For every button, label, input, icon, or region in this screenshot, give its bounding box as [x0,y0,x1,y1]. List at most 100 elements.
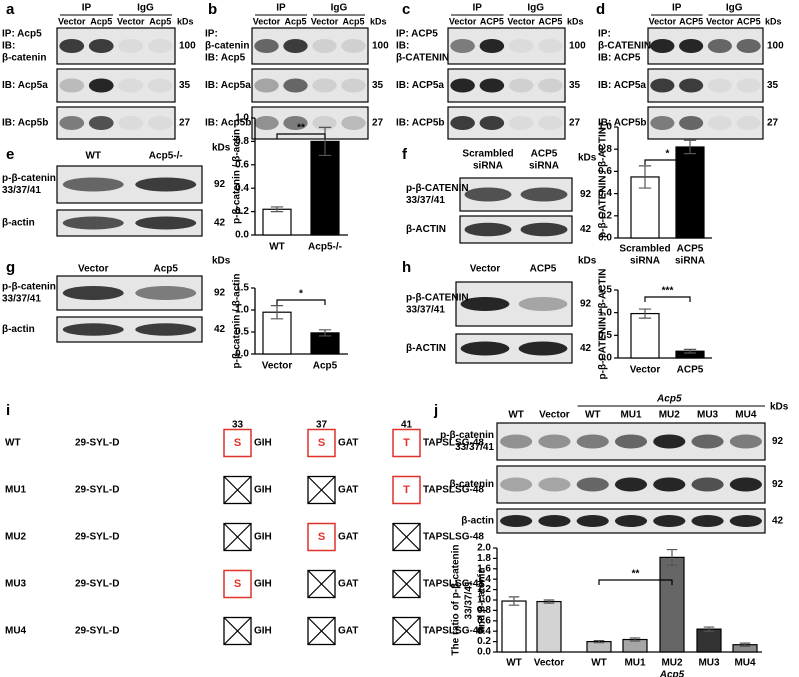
kds-label: kDs [567,16,584,26]
lane-label: Scrambled [462,149,513,160]
mutated-box [392,522,421,552]
x-tick-label: Scrambled [619,244,670,255]
sequence-link: GIH [254,532,272,543]
x-tick-label: WT [506,658,522,669]
y-tick-label: 1.5 [598,285,612,296]
kda-label: 27 [569,118,581,129]
panel-letter: c [402,1,410,18]
kda-label: 35 [179,80,191,91]
sequence-link: GAT [338,579,358,590]
kda-label: 42 [580,224,592,235]
igg-header: IgG [331,3,348,14]
row-label: IB: [396,41,409,52]
row-label: IB: Acp5b [2,118,48,129]
row-label: IB: Acp5 [205,53,246,64]
lane-label: Vector [470,264,501,275]
lane-label: MU2 [659,410,681,421]
kda-label: 100 [179,41,196,52]
y-tick-label: 0.0 [477,647,491,658]
band [479,78,505,93]
kds-label: kDs [578,256,597,267]
band [312,39,337,53]
bar [262,208,292,236]
y-tick-label: 2.0 [477,543,491,554]
row-label: β-catenin [2,53,46,64]
site-box [307,428,336,458]
kda-label: 42 [772,516,784,527]
lane-label: ACP5 [538,16,562,26]
band [653,515,686,527]
error-bar [683,348,697,354]
y-tick-label: 0.0 [235,230,249,241]
error-bar [318,126,332,157]
lane-label: Vector [58,16,86,26]
lane-label: Acp5 [149,16,171,26]
y-tick-label: 1.0 [235,113,249,124]
error-bar [638,308,652,319]
y-tick-label: 0.4 [477,626,491,637]
x-tick-label: MU3 [698,658,720,669]
error-bar [629,637,641,642]
sequence-link: GAT [338,438,358,449]
sequence-suffix: TAPSLSG-48 [423,626,484,637]
row-label: β-CATENIN [396,53,449,64]
error-bar [543,599,555,604]
y-tick-label: 1.2 [477,584,491,595]
band [691,434,724,449]
y-axis-label: 33/37/41 [464,580,475,619]
sequence-link: GIH [254,579,272,590]
row-label: p-β-catenin [2,282,56,293]
lane-label: Vector [706,16,734,26]
kda-label: 42 [214,218,226,229]
y-tick-label: 0.6 [235,159,249,170]
row-label: IB: Acp5a [205,80,251,91]
sequence-link: GAT [338,626,358,637]
ip-header: IP [672,3,682,14]
lane-label: WT [508,410,524,421]
site-residue: S [318,437,325,449]
band [118,39,144,53]
y-tick-label: 1.4 [477,574,491,585]
kds-label: kDs [212,256,231,267]
lane-label: ACP5 [679,16,703,26]
site-position: 41 [401,420,413,431]
row-label: β-ACTIN [406,224,446,235]
row-label: IP: Acp5 [2,29,42,40]
band [341,39,366,53]
site-residue: S [234,437,241,449]
y-tick-label: 0.0 [235,349,249,360]
x-tick-label: Vector [262,361,293,372]
lane-label: Acp5 [90,16,112,26]
mutant-name: MU2 [5,532,27,543]
x-tick-label: Vector [534,658,565,669]
row-label: 33/37/41 [406,305,445,316]
band [500,515,533,527]
row-label: 33/37/41 [2,294,41,305]
bar [630,312,660,359]
site-residue: T [403,484,410,496]
band [729,477,762,492]
row-label: β-actin [2,218,35,229]
row-label: IP: [205,29,218,40]
band [650,116,675,130]
panel-letter: i [6,402,10,419]
lane-label: MU3 [697,410,719,421]
band [707,116,732,130]
row-label: p-β-CATENIN [406,183,469,194]
band [520,187,568,202]
significance-bracket [276,299,326,305]
row-label: IB: Acp5b [205,118,251,129]
sequence-suffix: TAPSLSG-48 [423,438,484,449]
band [62,216,124,230]
band [283,39,308,53]
lane-label: WT [585,410,601,421]
group-label: Acp5 [659,670,685,677]
band [464,222,512,237]
row-label: IP: [598,29,611,40]
kda-label: 92 [580,299,592,310]
band [59,39,85,53]
band [460,341,510,356]
lane-label: Vector [539,410,570,421]
kda-label: 92 [580,189,592,200]
mutated-box [307,616,336,646]
